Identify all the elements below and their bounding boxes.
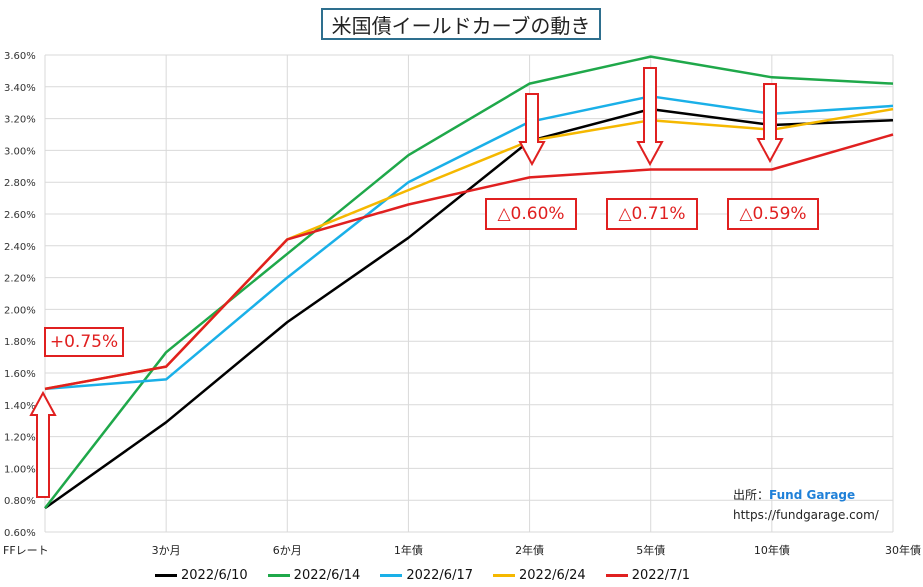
source-url: https://fundgarage.com/ [733,508,879,522]
y-tick-label: 3.40% [4,83,36,94]
y-tick-label: 2.40% [4,242,36,253]
down-change-label-2y: △0.60% [485,198,577,230]
x-tick-label: FFレート [3,544,49,557]
legend-item: 2022/6/24 [493,568,586,583]
legend-swatch [380,573,403,577]
y-tick-label: 2.20% [4,274,36,285]
up-arrow-ff [29,390,57,498]
series-line-2022-7-1 [44,133,894,391]
y-tick-label: 1.80% [4,337,36,348]
legend-label: 2022/7/1 [631,567,691,583]
chart-title: 米国債イールドカーブの動き [321,8,601,40]
down-change-label-10y: △0.59% [727,198,819,230]
series-line-2022-6-14 [44,55,894,509]
x-tick-label: 10年債 [754,543,790,557]
legend-swatch [155,573,177,577]
legend-swatch [493,573,516,577]
y-tick-label: 3.00% [4,146,36,157]
y-tick-label: 1.00% [4,464,36,475]
y-tick-label: 1.60% [4,369,36,380]
y-tick-label: 0.60% [4,528,36,539]
down-arrow-5y [636,67,664,167]
x-tick-label: 2年債 [515,543,544,557]
down-arrow-10y [756,83,784,164]
legend-item: 2022/6/10 [155,568,248,583]
y-tick-label: 1.20% [4,433,36,444]
source-brand: Fund Garage [769,488,856,502]
legend-label: 2022/6/14 [293,567,361,583]
series-line-2022-6-10 [44,107,894,510]
y-tick-label: 2.00% [4,305,36,316]
down-arrow-2y [518,93,546,167]
down-change-label-5y: △0.71% [606,198,698,230]
y-tick-label: 0.80% [4,496,36,507]
legend-item: 2022/6/17 [380,568,473,583]
legend-label: 2022/6/24 [519,567,586,583]
y-tick-label: 3.20% [4,115,36,126]
legend-label: 2022/6/17 [406,567,474,583]
source-line: 出所：Fund Garage [733,486,855,503]
x-tick-label: 30年債 [885,543,921,557]
y-tick-label: 3.60% [4,51,36,62]
y-tick-label: 1.40% [4,401,36,412]
source-prefix: 出所： [733,488,770,502]
legend-swatch [267,573,290,577]
x-tick-label: 3か月 [152,544,181,557]
x-tick-label: 6か月 [273,544,302,557]
x-tick-label: 5年債 [636,543,665,557]
legend-label: 2022/6/10 [181,567,248,583]
legend-swatch [605,573,628,577]
y-tick-label: 2.60% [4,210,36,221]
up-change-label: +0.75% [44,327,124,357]
series-line-2022-6-17 [44,95,894,391]
chart-legend: 2022/6/10 2022/6/14 2022/6/17 2022/6/24 2022… [155,566,690,584]
legend-item: 2022/7/1 [605,567,691,583]
x-tick-label: 1年債 [394,543,423,557]
legend-item: 2022/6/14 [267,567,361,583]
y-tick-label: 2.80% [4,178,36,189]
